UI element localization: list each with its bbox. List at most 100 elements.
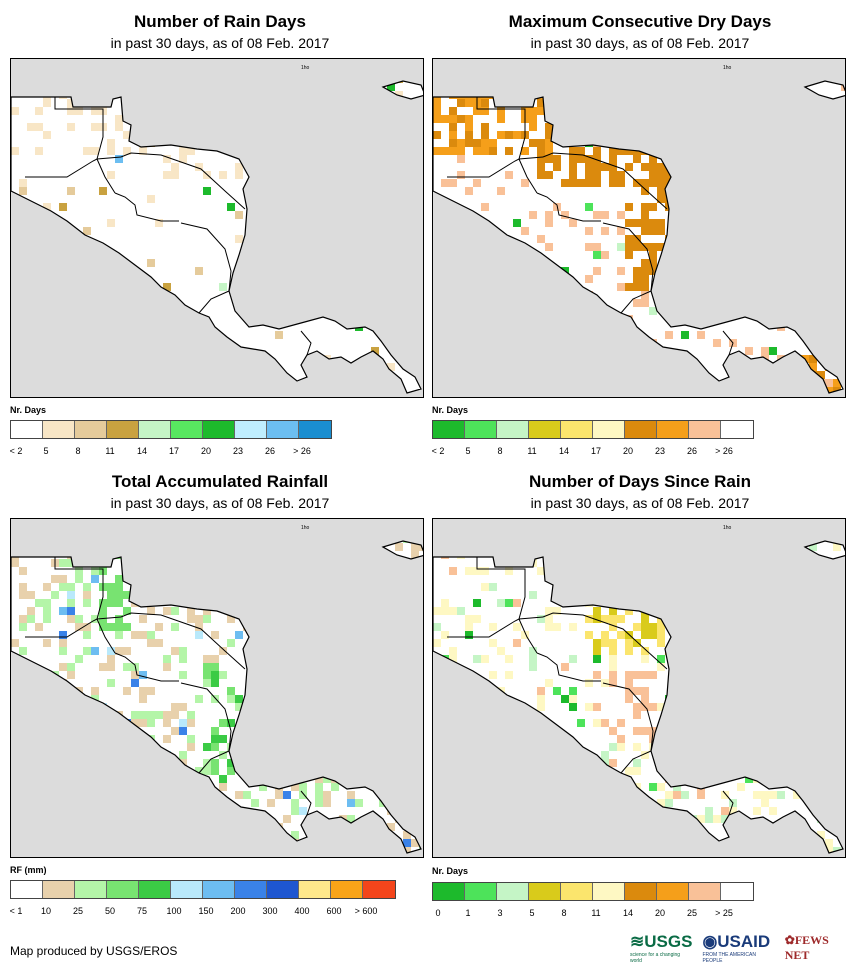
grid-cell: [625, 647, 633, 655]
grid-cell: [331, 727, 339, 735]
grid-cell: [577, 147, 585, 155]
grid-cell: [339, 607, 347, 615]
grid-cell: [721, 655, 729, 663]
country-border: [198, 750, 230, 774]
grid-cell: [625, 695, 633, 703]
grid-cell: [633, 711, 641, 719]
grid-cell: [67, 527, 75, 535]
grid-cell: [593, 607, 601, 615]
grid-cell: [833, 767, 841, 775]
grid-cell: [729, 99, 737, 107]
legend-tick-label: 1: [465, 908, 471, 918]
grid-cell: [195, 695, 203, 703]
grid-cell: [27, 387, 35, 393]
country-border: [518, 158, 538, 194]
grid-cell: [299, 591, 307, 599]
grid-cell: [697, 687, 705, 695]
grid-cell: [641, 823, 649, 831]
grid-cell: [729, 83, 737, 91]
grid-cell: [107, 647, 115, 655]
grid-cell: [299, 743, 307, 751]
grid-cell: [465, 671, 473, 679]
grid-cell: [529, 315, 537, 323]
legend-tick-label: 8: [561, 908, 567, 918]
grid-cell: [307, 583, 315, 591]
grid-cell: [43, 131, 51, 139]
grid-cell: [465, 299, 473, 307]
grid-cell: [203, 527, 211, 535]
grid-cell: [809, 275, 817, 283]
grid-cell: [753, 283, 761, 291]
grid-cell: [219, 751, 227, 759]
grid-cell: [441, 607, 449, 615]
grid-cell: [521, 81, 529, 83]
grid-cell: [609, 379, 617, 387]
grid-cell: [801, 227, 809, 235]
grid-cell: [171, 775, 179, 783]
grid-cell: [625, 251, 633, 259]
grid-cell: [251, 131, 259, 139]
grid-cell: [171, 623, 179, 631]
grid-cell: [99, 799, 107, 807]
grid-cell: [11, 783, 19, 791]
grid-cell: [465, 331, 473, 339]
grid-cell: [187, 791, 195, 799]
grid-cell: [371, 203, 379, 211]
grid-cell: [211, 735, 219, 743]
grid-cell: [379, 583, 387, 591]
grid-cell: [465, 711, 473, 719]
grid-cell: [785, 727, 793, 735]
grid-cell: [433, 243, 441, 251]
grid-cell: [665, 703, 673, 711]
grid-cell: [449, 711, 457, 719]
grid-cell: [641, 267, 649, 275]
legend-tick-label: 25: [72, 906, 84, 916]
grid-cell: [259, 671, 267, 679]
legend-swatch: [75, 881, 107, 898]
grid-cell: [251, 767, 259, 775]
grid-cell: [729, 727, 737, 735]
grid-cell: [593, 519, 601, 527]
grid-cell: [219, 775, 227, 783]
grid-cell: [83, 647, 91, 655]
grid-cell: [657, 759, 665, 767]
grid-cell: [211, 655, 219, 663]
grid-cell: [641, 687, 649, 695]
grid-cell: [585, 203, 593, 211]
grid-cell: [275, 527, 283, 535]
grid-cell: [59, 203, 67, 211]
grid-cell: [291, 727, 299, 735]
grid-cell: [585, 179, 593, 187]
grid-cell: [625, 791, 633, 799]
grid-cell: [371, 227, 379, 235]
grid-cell: [387, 823, 395, 831]
grid-cell: [745, 839, 753, 847]
grid-cell: [609, 759, 617, 767]
legend-tick-label: 600: [326, 906, 342, 916]
map-days-since-rain: 1ho: [432, 518, 846, 858]
grid-cell: [395, 543, 403, 551]
grid-cell: [411, 695, 419, 703]
grid-cell: [633, 727, 641, 735]
grid-cell: [593, 783, 601, 791]
grid-cell: [67, 123, 75, 131]
grid-cell: [291, 751, 299, 759]
grid-cell: [633, 703, 641, 711]
grid-cell: [745, 267, 753, 275]
grid-cell: [809, 783, 817, 791]
grid-cell: [841, 703, 845, 711]
grid-cell: [713, 203, 721, 211]
grid-cell: [553, 291, 561, 299]
coastline: [11, 556, 422, 854]
legend-swatch: [75, 421, 107, 438]
grid-cell: [59, 735, 67, 743]
grid-cell: [817, 115, 825, 123]
grid-cell: [91, 615, 99, 623]
grid-cell: [529, 655, 537, 663]
grid-cell: [761, 551, 769, 559]
grid-cell: [395, 719, 403, 727]
grid-cell: [745, 347, 753, 355]
grid-cell: [227, 541, 235, 543]
grid-cell: [291, 679, 299, 687]
grid-cell: [681, 331, 689, 339]
